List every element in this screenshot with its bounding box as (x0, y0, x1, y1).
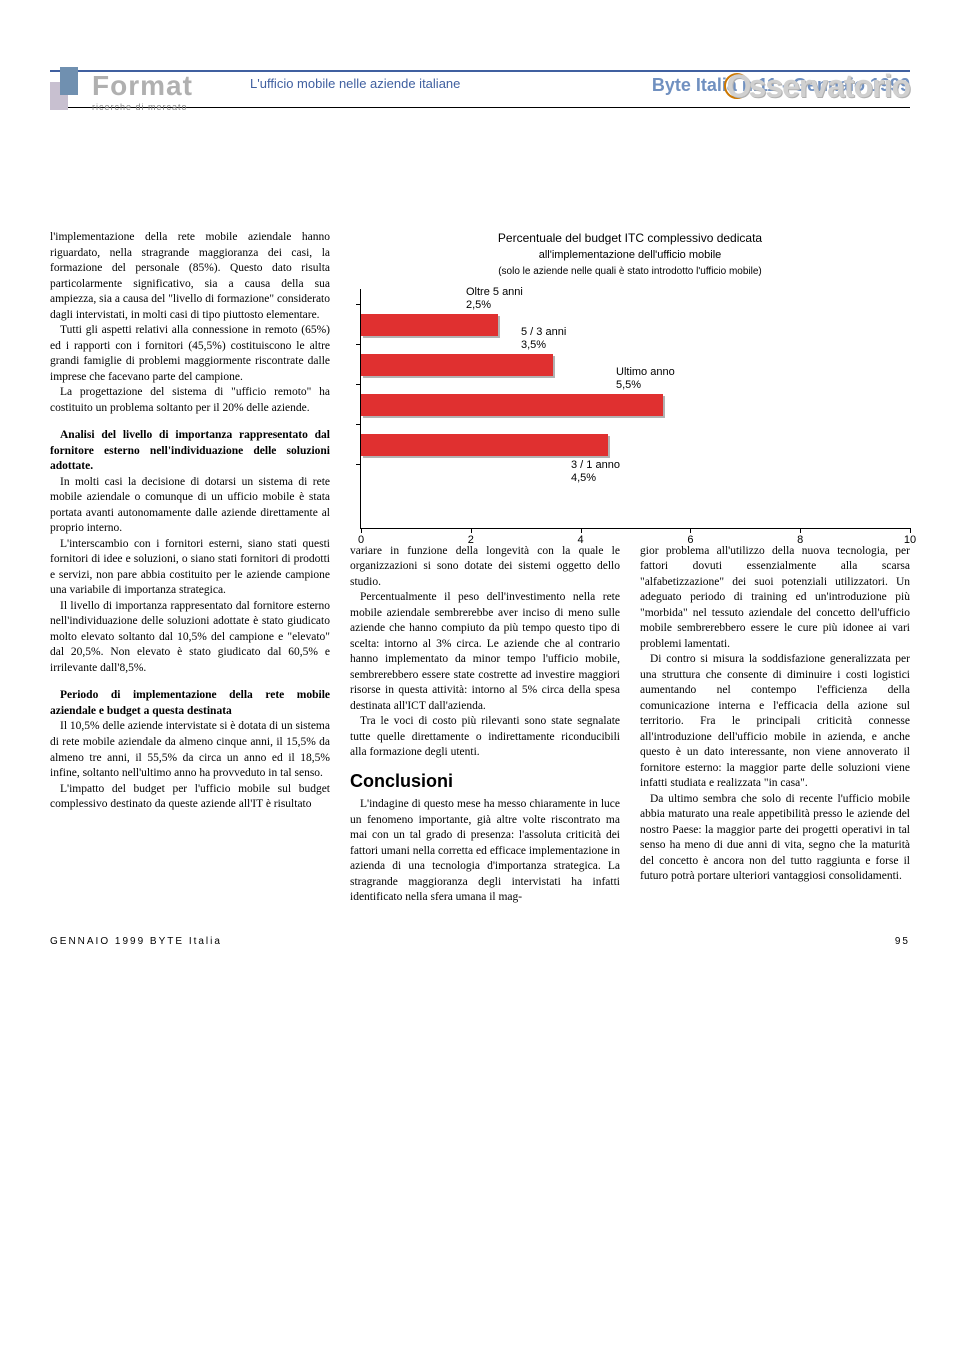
chart-bar (361, 314, 498, 336)
column-3: gior problema all'utilizzo della nuova t… (640, 544, 910, 906)
para: L'impatto del budget per l'ufficio mobil… (50, 782, 330, 813)
para: Di contro si misura la soddisfazione gen… (640, 652, 910, 792)
chart-bar (361, 394, 663, 416)
page-header: Format ricerche di mercato Byte Italia n… (50, 70, 910, 190)
para: La progettazione del sistema di "ufficio… (50, 385, 330, 416)
para: L'interscambio con i fornitori esterni, … (50, 537, 330, 599)
para: L'indagine di questo mese ha messo chiar… (350, 797, 620, 906)
budget-chart: Percentuale del budget ITC complessivo d… (350, 230, 910, 529)
chart-note: (solo le aziende nelle quali è stato int… (350, 265, 910, 279)
chart-bar-label: 3 / 1 anno4,5% (571, 459, 620, 485)
logo-tagline: ricerche di mercato (92, 102, 193, 112)
para: Percentualmente il peso dell'investiment… (350, 590, 620, 714)
conclusion-heading: Conclusioni (350, 769, 620, 793)
footer-left: GENNAIO 1999 BYTE Italia (50, 936, 222, 947)
para: In molti casi la decisione di dotarsi un… (50, 475, 330, 537)
footer-page-number: 95 (895, 936, 910, 947)
chart-bar-label: Oltre 5 anni2,5% (466, 286, 523, 312)
chart-xlabel: 2 (468, 533, 474, 548)
chart-area: Oltre 5 anni2,5% 5 / 3 anni3,5% Ultimo ann… (360, 289, 910, 529)
page-footer: GENNAIO 1999 BYTE Italia 95 (50, 936, 910, 947)
para: Tra le voci di costo più rilevanti sono … (350, 714, 620, 761)
column-1: l'implementazione della rete mobile azie… (50, 230, 330, 906)
para: Il livello di importanza rappresentato d… (50, 599, 330, 677)
chart-title: Percentuale del budget ITC complessivo d… (350, 230, 910, 246)
chart-xlabel: 4 (578, 533, 584, 548)
chart-xlabel: 8 (797, 533, 803, 548)
section-heading: Analisi del livello di importanza rappre… (50, 428, 330, 475)
para: Il 10,5% delle aziende intervistate si è… (50, 719, 330, 781)
chart-bar (361, 354, 553, 376)
chart-xlabel: 6 (687, 533, 693, 548)
chart-subtitle: all'implementazione dell'ufficio mobile (350, 248, 910, 263)
chart-bar (361, 434, 608, 456)
para: l'implementazione della rete mobile azie… (50, 230, 330, 323)
article-body: l'implementazione della rete mobile azie… (50, 230, 910, 906)
chart-xlabel: 0 (358, 533, 364, 548)
section-heading: Periodo di implementazione della rete mo… (50, 688, 330, 719)
chart-bar-label: Ultimo anno5,5% (616, 366, 675, 392)
para: Tutti gli aspetti relativi alla connessi… (50, 323, 330, 385)
para: variare in funzione della longevità con … (350, 544, 620, 591)
osservatorio-heading: Osservatorio (724, 68, 910, 105)
column-2: variare in funzione della longevità con … (350, 544, 620, 906)
chart-xlabel: 10 (904, 533, 916, 548)
para: gior problema all'utilizzo della nuova t… (640, 544, 910, 653)
chart-bar-label: 5 / 3 anni3,5% (521, 326, 566, 352)
para: Da ultimo sembra che solo di recente l'u… (640, 792, 910, 885)
